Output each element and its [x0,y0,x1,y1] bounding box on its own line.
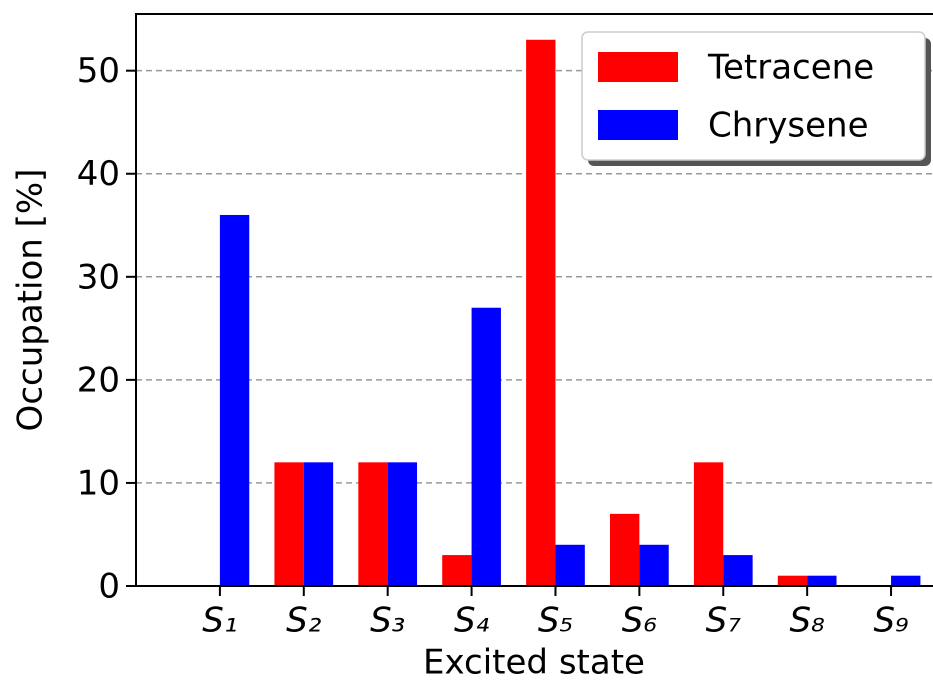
bar [777,575,808,586]
y-axis-label: Occupation [%] [11,169,51,432]
plot-frame [135,13,933,587]
x-tick-label: S₈ [790,601,826,641]
bar [219,214,250,587]
x-tick-label: S₇ [706,601,742,641]
x-tick-label: S₉ [873,601,909,641]
bar [610,513,640,586]
bar [387,462,418,586]
bar [526,39,556,587]
y-tick-label: 40 [77,154,120,194]
bar [639,544,669,586]
x-tick-label: S₅ [538,601,573,641]
bar [723,555,753,586]
y-tick-label: 50 [77,51,120,91]
legend-swatch [598,52,678,82]
y-tick-label: 30 [77,257,120,297]
x-axis-label: Excited state [423,643,645,682]
bar [358,462,388,586]
legend-swatch [598,110,678,140]
y-tick-label: 0 [98,567,120,607]
bar [555,544,585,586]
bar [807,575,837,586]
bar [693,462,724,586]
bar [471,307,501,586]
x-tick-label: S₆ [622,601,657,641]
bar [891,575,921,586]
legend-label: Tetracene [707,48,874,88]
legend-label: Chrysene [708,106,869,146]
bar [442,555,472,586]
x-tick-label: S₁ [202,601,237,641]
x-tick-label: S₃ [370,601,405,641]
bar [274,462,304,586]
bar [303,462,334,586]
x-tick-label: S₂ [286,601,322,641]
x-tick-label: S₄ [454,601,490,641]
y-tick-label: 20 [77,360,120,400]
y-tick-label: 10 [77,463,120,503]
